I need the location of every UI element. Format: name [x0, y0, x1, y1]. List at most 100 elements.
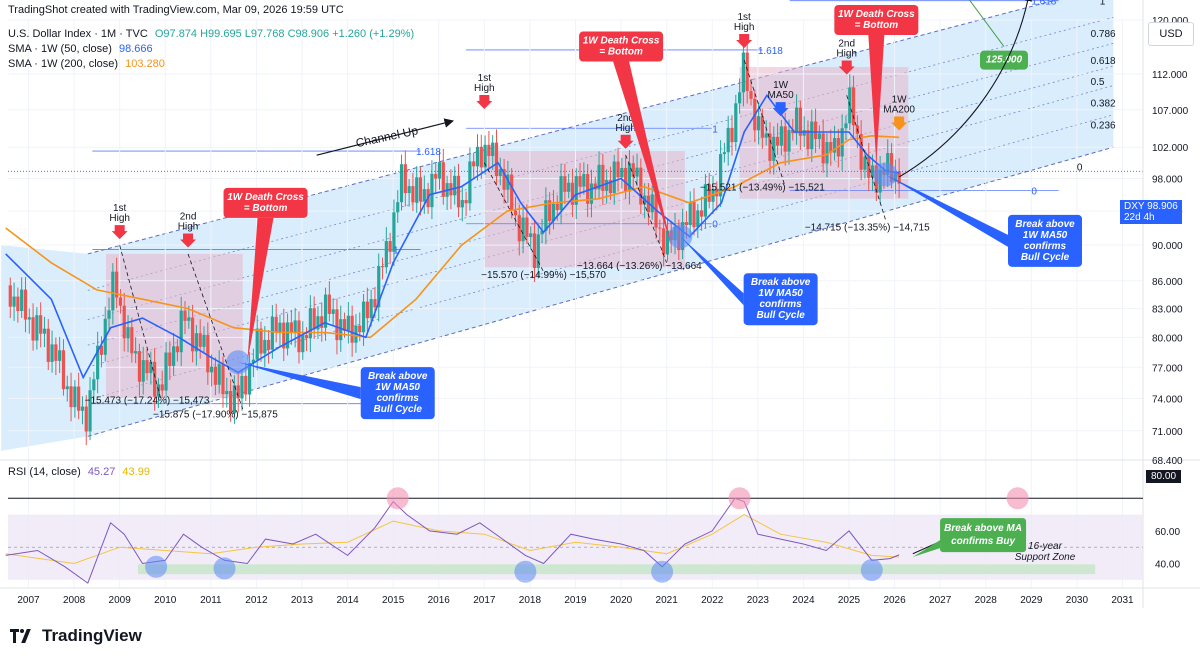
candle-body	[540, 230, 544, 235]
candle-body	[312, 308, 316, 330]
candle-body	[422, 189, 426, 202]
candle-body	[722, 152, 727, 155]
channel-bottom-line	[87, 146, 1114, 437]
candle-body	[662, 228, 666, 255]
rsi-support-circle	[514, 560, 537, 583]
candle-body	[574, 176, 578, 205]
candle-body	[80, 406, 85, 411]
rsi-label: RSI (14, close)	[8, 466, 81, 478]
callout-text: Break above	[1015, 219, 1075, 230]
price-axis-label: 90.000	[1152, 241, 1183, 252]
callout-text: 1W Death Cross	[583, 36, 660, 47]
symbol-info-row[interactable]: U.S. Dollar Index · 1M · TVC O97.874 H99…	[8, 28, 414, 40]
candle-body	[274, 316, 278, 333]
candle-body	[555, 203, 559, 211]
candle-body	[859, 133, 863, 170]
candle-body	[567, 182, 571, 192]
peak-label-line1: 1W	[773, 80, 789, 91]
candle-body	[8, 285, 12, 307]
price-axis-label: 112.000	[1152, 70, 1188, 81]
candle-body	[582, 174, 586, 187]
support-zone	[137, 564, 1096, 575]
candle-body	[578, 176, 582, 187]
rsi-value: 45.27	[87, 466, 116, 478]
candle-body	[650, 194, 654, 213]
candle-body	[365, 301, 369, 319]
candle-body	[798, 107, 802, 136]
candle-body	[794, 107, 799, 134]
peak-label-line2: High	[109, 213, 130, 224]
tradingview-logo[interactable]: TradingView	[10, 626, 142, 646]
candle-body	[730, 127, 734, 143]
candle-body	[787, 130, 791, 152]
death-cross-callout-pointer	[868, 35, 885, 163]
candle-body	[719, 154, 723, 197]
candle-body	[285, 322, 290, 349]
callout-text: confirms	[377, 393, 420, 404]
candle-body	[544, 200, 548, 231]
time-axis-label: 2014	[336, 595, 359, 606]
candle-body	[20, 289, 24, 312]
price-axis-label: 68.400	[1152, 456, 1183, 467]
candle-body	[228, 390, 233, 414]
price-axis-label: 98.000	[1152, 175, 1183, 186]
last-price-badge: DXY 98.906 22d 4h	[1120, 200, 1182, 224]
fib-level-label: 0	[1077, 163, 1083, 174]
candle-body	[61, 350, 66, 390]
price-axis-label: 71.000	[1152, 427, 1183, 438]
fib-level-label: 0	[712, 220, 718, 231]
currency-selector[interactable]: USD	[1148, 22, 1194, 46]
tradingview-logo-icon	[10, 629, 36, 643]
time-axis-label: 2016	[428, 595, 451, 606]
candle-body	[741, 52, 745, 93]
chart-header-title: TradingShot created with TradingView.com…	[8, 4, 344, 16]
candle-body	[380, 266, 385, 268]
time-axis-label: 2019	[564, 595, 587, 606]
death-cross-callout-3	[834, 5, 919, 35]
sma200-legend[interactable]: SMA · 1W (200, close) 103.280	[8, 58, 165, 70]
candle-body	[350, 315, 354, 343]
candle-body	[460, 199, 464, 208]
candle-body	[206, 334, 210, 373]
candle-body	[244, 375, 248, 395]
candle-body	[764, 133, 768, 138]
callout-text: Break above	[368, 371, 428, 382]
candle-body	[96, 345, 100, 380]
sma50-legend[interactable]: SMA · 1W (50, close) 98.666	[8, 43, 153, 55]
candle-body	[832, 138, 837, 153]
candle-body	[825, 142, 829, 164]
bull-cycle-callout-5	[743, 273, 818, 326]
fib-level-label: 1	[1100, 0, 1106, 8]
callout-text: = Bottom	[855, 20, 899, 31]
candle-body	[327, 294, 331, 314]
candle-body	[308, 308, 312, 339]
candle-body	[597, 164, 601, 190]
candle-body	[191, 317, 195, 352]
callout-text: 125.000	[986, 55, 1023, 66]
candle-body	[65, 386, 69, 390]
candle-body	[494, 142, 499, 176]
drawdown-measure-line	[625, 154, 668, 263]
candle-body	[616, 161, 620, 178]
rsi-support-circle	[860, 559, 883, 582]
time-axis-label: 2027	[929, 595, 952, 606]
time-axis-label: 2012	[245, 595, 268, 606]
candle-body	[369, 299, 373, 319]
candle-body	[259, 328, 263, 354]
candle-body	[164, 352, 168, 391]
candle-body	[559, 176, 563, 211]
candle-body	[821, 133, 825, 164]
candle-body	[168, 352, 172, 366]
candle-body	[141, 360, 145, 382]
candle-body	[149, 361, 153, 374]
death-cross-callout-pointer	[247, 217, 274, 363]
price-axis-label: 74.000	[1152, 394, 1183, 405]
candle-body	[806, 130, 810, 150]
candle-body	[563, 176, 567, 192]
candle-body	[194, 333, 199, 352]
price-axis-label: 102.000	[1152, 143, 1189, 154]
rsi-legend[interactable]: RSI (14, close) 45.27 43.99	[8, 466, 150, 478]
fib-level-label: 1	[393, 246, 399, 257]
price-axis-label: 120.000	[1152, 16, 1189, 27]
